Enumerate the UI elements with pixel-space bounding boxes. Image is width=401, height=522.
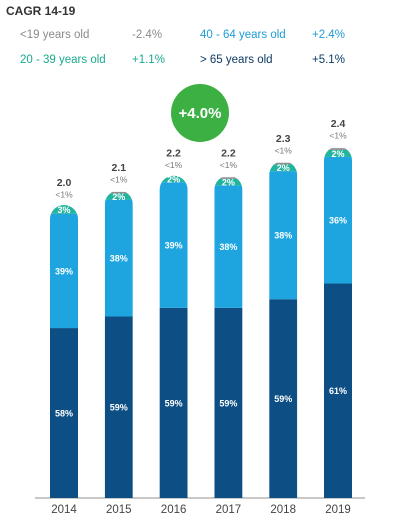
segment-label: 2% [167, 174, 180, 184]
segment-label: 36% [329, 216, 347, 226]
bar-segment [324, 283, 352, 498]
segment-label: 38% [274, 231, 292, 241]
bar-segment [104, 199, 133, 317]
x-tick-label: 2018 [270, 504, 296, 516]
bar-stack [50, 205, 78, 498]
bar-segment [159, 182, 188, 308]
segment-label: <1% [329, 131, 347, 141]
bar-segment [104, 193, 133, 200]
segment-label: <1% [110, 175, 128, 185]
bar-stack [324, 148, 352, 498]
segment-label: 2% [222, 178, 235, 188]
x-tick-label: 2017 [216, 504, 242, 516]
bar-segment [324, 156, 352, 284]
x-tick-label: 2014 [51, 504, 77, 516]
bar-segment [269, 162, 298, 165]
total-label: 2.3 [276, 133, 291, 145]
segment-label: 2% [112, 192, 125, 202]
bar-segment [269, 171, 298, 300]
segment-label: 59% [274, 394, 292, 404]
legend-label: > 65 years old [200, 54, 273, 66]
segment-label: 2% [331, 149, 344, 159]
bar-segment [50, 213, 78, 329]
segment-label: <1% [220, 160, 238, 170]
total-label: 2.2 [221, 147, 236, 159]
segment-label: 61% [329, 386, 347, 396]
cagr-badge [171, 84, 229, 142]
segment-label: 59% [110, 403, 128, 413]
legend-cagr: +5.1% [312, 54, 345, 66]
legend-label: 20 - 39 years old [20, 54, 106, 66]
legend-cagr: -2.4% [132, 29, 162, 41]
cagr-badge-label: +4.0% [179, 105, 222, 122]
bar-stack [159, 175, 188, 498]
chart-title: CAGR 14-19 [6, 4, 76, 18]
bar-stack [269, 162, 298, 498]
bar-segment [104, 191, 133, 194]
bar-segment [324, 148, 352, 150]
x-tick-label: 2015 [106, 504, 132, 516]
bar-segment [269, 164, 298, 172]
legend-label: 40 - 64 years old [200, 29, 286, 41]
bar-stack [214, 177, 243, 498]
bar-segment [159, 307, 188, 498]
bar-segment [50, 205, 78, 214]
segment-label: 59% [165, 398, 183, 408]
bar-segment [104, 316, 133, 498]
bar-stack [104, 191, 133, 498]
segment-label: 58% [55, 408, 73, 418]
total-label: 2.4 [331, 118, 346, 130]
total-label: 2.2 [166, 147, 181, 159]
total-label: 2.1 [111, 162, 126, 174]
bar-segment [159, 175, 188, 183]
bar-segment [214, 177, 243, 179]
segment-label: <1% [275, 145, 293, 155]
segment-label: 3% [57, 205, 70, 215]
segment-label: 38% [219, 242, 237, 252]
x-tick-label: 2016 [161, 504, 187, 516]
segment-label: 2% [277, 163, 290, 173]
bar-segment [214, 307, 243, 498]
total-label: 2.0 [57, 177, 72, 189]
legend-cagr: +1.1% [132, 54, 165, 66]
bar-segment [269, 299, 298, 498]
segment-label: <1% [55, 189, 73, 199]
legend-label: <19 years old [20, 29, 89, 41]
x-tick-label: 2019 [325, 504, 351, 516]
segment-label: 39% [165, 240, 183, 250]
segment-label: <1% [165, 160, 183, 170]
bar-segment [214, 178, 243, 186]
segment-label: 39% [55, 266, 73, 276]
segment-label: 59% [219, 398, 237, 408]
legend-cagr: +2.4% [312, 29, 345, 41]
bar-segment [214, 185, 243, 308]
bar-segment [324, 149, 352, 157]
bar-segment [50, 328, 78, 498]
segment-label: 38% [110, 253, 128, 263]
